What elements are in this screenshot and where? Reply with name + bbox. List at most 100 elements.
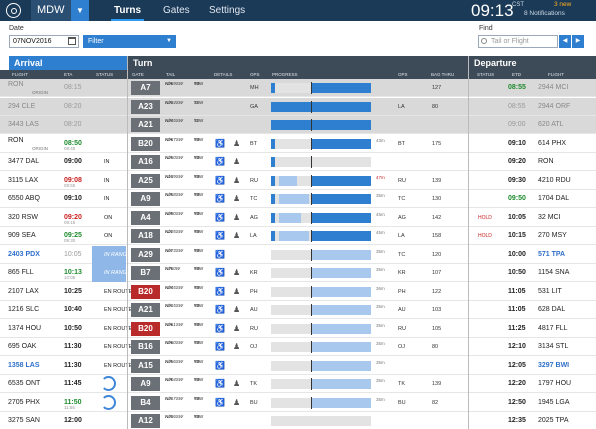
progress-bar[interactable] [271, 359, 371, 372]
departure-flight[interactable]: 2944 ORF [538, 102, 571, 110]
progress-bar[interactable] [271, 304, 371, 316]
departure-flight[interactable]: 620 ATL [538, 121, 564, 128]
gate-badge[interactable]: A18 [131, 229, 160, 243]
col-eta[interactable]: ETA [64, 72, 73, 77]
gate-badge[interactable]: A25 [131, 173, 160, 188]
col-etd[interactable]: ETD [512, 72, 521, 77]
progress-bar[interactable] [271, 248, 371, 261]
col-tail[interactable]: TAIL [166, 72, 176, 77]
gate-badge[interactable]: A29 [131, 247, 160, 262]
departure-flight[interactable]: 1704 DAL [538, 195, 570, 202]
table-row[interactable]: 1358 LAS 11:30 EN ROUTE A15 N456SW N/A 73W WI ♿ 3… [0, 357, 596, 375]
table-row[interactable]: 6535 ONT 11:45 A9 N404SW N/A 73W WI ♿ ♟ TK 35m TK 13… [0, 375, 596, 393]
col-progress[interactable]: PROGRESS [272, 72, 298, 77]
progress-bar[interactable] [271, 267, 371, 279]
col-gate[interactable]: GATE [132, 72, 144, 77]
progress-bar[interactable] [271, 285, 371, 298]
progress-bar[interactable] [271, 341, 371, 353]
arrival-flight[interactable]: 2705 PHX [8, 398, 40, 406]
progress-bar[interactable] [271, 396, 371, 409]
departure-flight[interactable]: RON [538, 158, 554, 165]
departure-flight[interactable]: 1154 SNA [538, 269, 570, 276]
table-row[interactable]: 865 FLL 10:13 10:05 IN RANGE B7 N750W N/A 73W WI… [0, 264, 596, 282]
gate-badge[interactable]: B20 [131, 321, 160, 336]
table-row[interactable]: RON ORIGIN 08:15 A7 N969SW N/A 73W WI MH 127 08:55… [0, 79, 596, 97]
gate-badge[interactable]: A4 [131, 210, 160, 225]
progress-bar[interactable] [271, 193, 371, 205]
departure-flight[interactable]: 1945 LGA [538, 398, 570, 406]
departure-flight[interactable]: 2025 TPA [538, 417, 569, 424]
gate-badge[interactable]: A12 [131, 414, 160, 428]
col-ops-dep[interactable]: OPS [398, 72, 408, 77]
arrival-flight[interactable]: RON [8, 81, 24, 88]
notification-new-count[interactable]: 3 new [554, 1, 572, 8]
gate-badge[interactable]: B20 [131, 136, 160, 151]
arrival-flight[interactable]: 1358 LAS [8, 361, 40, 369]
departure-flight[interactable]: 270 MSY [538, 232, 567, 239]
arrival-flight[interactable]: 2107 LAX [8, 287, 39, 295]
col-details[interactable]: DETAILS [214, 72, 233, 77]
arrival-flight[interactable]: 320 RSW [8, 213, 38, 221]
progress-bar[interactable] [271, 378, 371, 390]
arrival-flight[interactable]: 695 OAK [8, 343, 37, 350]
progress-bar[interactable] [271, 211, 371, 224]
progress-bar[interactable] [271, 322, 371, 335]
calendar-icon[interactable] [68, 37, 76, 45]
table-row[interactable]: 3443 LAS 08:20 A21 N445SW N/A 73W SI 09:00 620 A… [0, 116, 596, 134]
tab-gates[interactable]: Gates [163, 5, 190, 16]
progress-bar[interactable] [271, 100, 371, 113]
departure-flight[interactable]: 4210 RDU [538, 176, 571, 184]
table-row[interactable]: RON ORIGIN 08:50 08:45 B20 N967SW N/A 73W WI ♿ ♟ BT… [0, 135, 596, 153]
arrival-flight[interactable]: 1374 HOU [8, 324, 42, 332]
progress-bar[interactable] [271, 156, 371, 168]
departure-flight[interactable]: 614 PHX [538, 139, 567, 147]
gate-badge[interactable]: B20 [131, 284, 160, 299]
progress-bar[interactable] [271, 137, 371, 150]
table-row[interactable]: 2705 PHX 11:50 11:55 B4 N417SW N/A 73W WI ♿ ♟ BU 35… [0, 394, 596, 412]
station-selector[interactable]: MDW [31, 0, 71, 21]
arrival-flight[interactable]: 3275 SAN [8, 417, 40, 424]
table-row[interactable]: 909 SEA 09:25 09:30 ON A18 N225SW N/A 73W WI ♿ ♟ LA… [0, 227, 596, 245]
gate-badge[interactable]: A9 [131, 377, 160, 391]
col-status[interactable]: STATUS [96, 72, 114, 77]
table-row[interactable]: 3275 SAN 12:00 A12 N436SW N/A 73W WI 12:35 2025 … [0, 412, 596, 429]
arrival-flight[interactable]: 6535 ONT [8, 380, 41, 387]
col-dep-status[interactable]: STATUS [477, 72, 495, 77]
filter-select[interactable]: Filter ▼ [83, 35, 176, 48]
station-dropdown-button[interactable]: ▼ [71, 0, 89, 21]
progress-bar[interactable] [271, 174, 371, 187]
arrival-flight[interactable]: 1216 SLC [8, 306, 40, 313]
table-row[interactable]: 2403 PDX 10:05 IN RANGE A29 N673SW N/A 73W WI ♿ 3… [0, 245, 596, 264]
find-input[interactable]: Tail or Flight [478, 35, 558, 48]
departure-flight[interactable]: 1797 HOU [538, 380, 572, 387]
arrival-flight[interactable]: 2403 PDX [8, 250, 40, 258]
table-row[interactable]: 294 CLE 08:20 A23 N434SW N/A 73W SI GA LA 80 08:55… [0, 97, 596, 116]
departure-flight[interactable]: 4817 FLL [538, 324, 568, 332]
next-button[interactable]: ▶ [572, 35, 584, 48]
table-row[interactable]: 320 RSW 09:20 09:15 ON A4 N890SW N/A 73W WI ♿ ♟ AG 4… [0, 209, 596, 227]
progress-bar[interactable] [271, 119, 371, 131]
table-row[interactable]: 2107 LAX 10:25 EN ROUTE B20 N845SW N/A 73W WI ♿ ♟… [0, 283, 596, 301]
col-flight[interactable]: FLIGHT [12, 72, 29, 77]
notification-count[interactable]: 8 Notifications [524, 10, 565, 17]
table-row[interactable]: 3477 DAL 09:00 IN A16 N250SW N/A 73W WI ♿ ♟ 09:20 R… [0, 153, 596, 171]
departure-flight[interactable]: 2944 MCI [538, 84, 569, 91]
prev-button[interactable]: ◀ [559, 35, 571, 48]
progress-bar[interactable] [271, 82, 371, 94]
departure-flight[interactable]: 32 MCI [538, 213, 561, 221]
table-row[interactable]: 1216 SLC 10:40 EN ROUTE A21 N915SW N/A 73W WI ♿ ♟… [0, 301, 596, 319]
col-dep-flight[interactable]: FLIGHT [548, 72, 565, 77]
gate-badge[interactable]: A15 [131, 358, 160, 373]
col-ops[interactable]: OPS [250, 72, 260, 77]
arrival-flight[interactable]: 3477 DAL [8, 158, 40, 165]
tab-settings[interactable]: Settings [209, 5, 246, 16]
gate-badge[interactable]: A16 [131, 155, 160, 169]
table-row[interactable]: 3115 LAX 09:08 08:55 IN A25 N139SW N/A 73W WI ♿ ♟ R… [0, 172, 596, 190]
departure-flight[interactable]: 628 DAL [538, 306, 566, 313]
gate-badge[interactable]: B4 [131, 395, 160, 410]
tab-turns[interactable]: Turns [110, 0, 145, 21]
gate-badge[interactable]: B16 [131, 340, 160, 354]
gate-badge[interactable]: A9 [131, 192, 160, 206]
arrival-flight[interactable]: 294 CLE [8, 102, 36, 110]
progress-bar[interactable] [271, 230, 371, 242]
